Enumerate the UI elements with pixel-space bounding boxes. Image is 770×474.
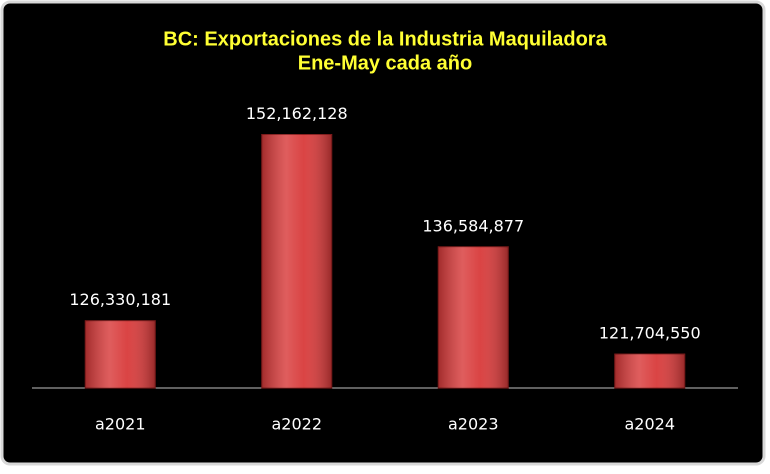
chart-subtitle: Ene-May cada año xyxy=(298,52,473,74)
bar xyxy=(261,134,333,389)
bar xyxy=(437,246,509,389)
x-tick-label: a2021 xyxy=(95,415,146,434)
bar xyxy=(84,320,156,389)
value-label: 136,584,877 xyxy=(422,216,524,235)
x-tick-label: a2023 xyxy=(448,415,499,434)
bar xyxy=(614,353,686,389)
value-label: 121,704,550 xyxy=(599,324,701,343)
chart-frame xyxy=(0,0,766,466)
x-tick-label: a2022 xyxy=(271,415,322,434)
value-label: 152,162,128 xyxy=(246,104,348,123)
x-tick-label: a2024 xyxy=(624,415,675,434)
chart-title: BC: Exportaciones de la Industria Maquil… xyxy=(163,28,607,50)
value-label: 126,330,181 xyxy=(69,290,171,309)
